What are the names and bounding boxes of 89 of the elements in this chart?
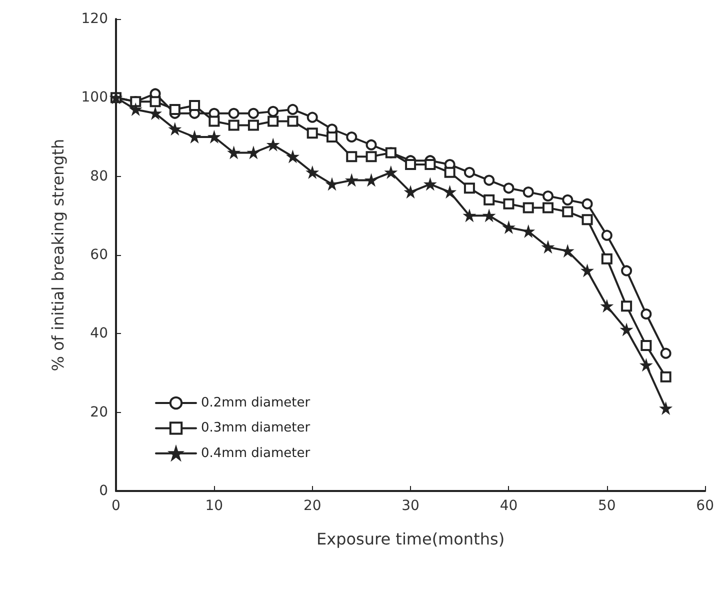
y-tick-label: 120 (81, 11, 108, 27)
point (484, 210, 494, 221)
x-tick-label: 20 (303, 498, 322, 514)
point (386, 167, 396, 178)
point (660, 403, 672, 414)
point (522, 202, 534, 214)
point (208, 116, 220, 127)
point (208, 132, 220, 142)
point (660, 348, 672, 359)
point (640, 360, 652, 370)
point (228, 147, 240, 158)
point (130, 96, 142, 108)
legend-label: 0.2mm diameter (201, 396, 311, 410)
point (640, 340, 652, 351)
y-axis-title: % of initial breaking strength (48, 138, 68, 372)
point (484, 194, 495, 206)
point (464, 166, 475, 178)
x-axis-title: Exposure time(months) (316, 530, 505, 548)
point (130, 104, 141, 115)
point (189, 100, 200, 112)
x-tick-label: 0 (112, 498, 120, 514)
point (602, 300, 612, 312)
point (542, 190, 554, 202)
y-tick-label: 60 (90, 247, 108, 263)
point (346, 151, 358, 162)
x-tick-label: 60 (696, 498, 714, 514)
y-tick-label: 100 (81, 90, 108, 106)
x-tick-label: 50 (598, 498, 616, 514)
point (503, 222, 514, 233)
legend-label: 0.4mm diameter (201, 446, 311, 461)
point (228, 108, 240, 119)
point (444, 186, 456, 198)
point (248, 108, 259, 119)
point (405, 186, 416, 198)
point (287, 104, 298, 115)
point (169, 104, 180, 115)
point (248, 120, 259, 131)
point (621, 265, 632, 276)
point (562, 246, 573, 256)
point (444, 166, 456, 178)
point (424, 159, 436, 170)
point (542, 242, 554, 252)
point (562, 206, 574, 218)
y-tick-label: 40 (90, 326, 108, 342)
point (268, 106, 279, 117)
point (326, 132, 338, 142)
point (484, 174, 495, 186)
point (287, 116, 298, 127)
point (346, 132, 358, 142)
point (660, 371, 672, 382)
point (150, 108, 161, 119)
point (464, 182, 475, 194)
legend-label: 0.3mm diameter (201, 420, 311, 436)
x-tick-label: 40 (500, 498, 518, 514)
point (523, 226, 534, 237)
point (601, 253, 612, 264)
point (621, 324, 632, 335)
point (228, 120, 240, 131)
point (306, 128, 318, 139)
point (306, 112, 318, 123)
y-tick-label: 20 (90, 404, 108, 420)
point (326, 178, 338, 190)
point (424, 178, 436, 190)
point (287, 151, 298, 162)
point (582, 265, 593, 276)
point (522, 186, 534, 198)
point (621, 300, 632, 312)
point (248, 147, 259, 158)
point (542, 202, 554, 214)
y-tick-label: 80 (90, 168, 108, 184)
point (189, 132, 200, 142)
point (150, 96, 161, 108)
point (405, 159, 416, 170)
point (366, 151, 377, 162)
point (503, 182, 514, 194)
x-tick-label: 10 (205, 498, 224, 514)
point (268, 116, 279, 127)
point (582, 214, 593, 226)
point (582, 198, 593, 210)
point (464, 210, 475, 221)
y-tick-label: 0 (99, 483, 108, 499)
point (170, 124, 180, 134)
point (307, 167, 318, 178)
point (366, 139, 377, 150)
point (601, 230, 612, 241)
point (562, 194, 574, 206)
point (640, 308, 652, 320)
x-tick-label: 30 (402, 498, 420, 514)
point (503, 198, 514, 210)
